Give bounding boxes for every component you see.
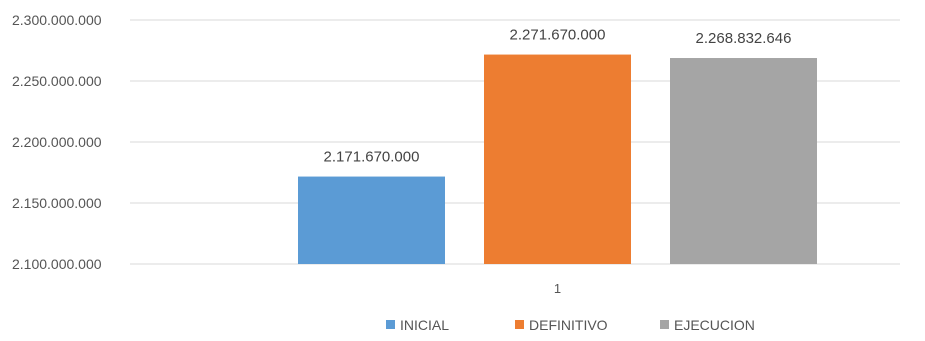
- bar: [670, 58, 817, 264]
- legend-label: EJECUCION: [674, 317, 755, 333]
- data-label: 2.271.670.000: [510, 27, 606, 44]
- y-tick-label: 2.100.000.000: [12, 256, 102, 272]
- y-tick-label: 2.200.000.000: [12, 134, 102, 150]
- legend: INICIAL DEFINITIVO EJECUCION: [386, 317, 755, 333]
- legend-swatch: [660, 320, 669, 329]
- x-axis-category-labels: 1: [554, 281, 561, 296]
- legend-label: INICIAL: [400, 317, 449, 333]
- legend-swatch: [515, 320, 524, 329]
- bars: [298, 54, 817, 265]
- x-category-label: 1: [554, 281, 561, 296]
- y-tick-label: 2.250.000.000: [12, 73, 102, 89]
- data-label: 2.171.670.000: [324, 149, 420, 166]
- y-axis-tick-labels: 2.100.000.000 2.150.000.000 2.200.000.000 2…: [12, 12, 102, 272]
- y-tick-label: 2.300.000.000: [12, 12, 102, 28]
- legend-label: DEFINITIVO: [529, 317, 608, 333]
- legend-swatch: [386, 320, 395, 329]
- data-labels: 2.171.670.000 2.271.670.000 2.268.832.646: [324, 27, 792, 166]
- bar: [298, 176, 445, 264]
- data-label: 2.268.832.646: [696, 30, 792, 47]
- y-tick-label: 2.150.000.000: [12, 195, 102, 211]
- bar: [484, 54, 631, 265]
